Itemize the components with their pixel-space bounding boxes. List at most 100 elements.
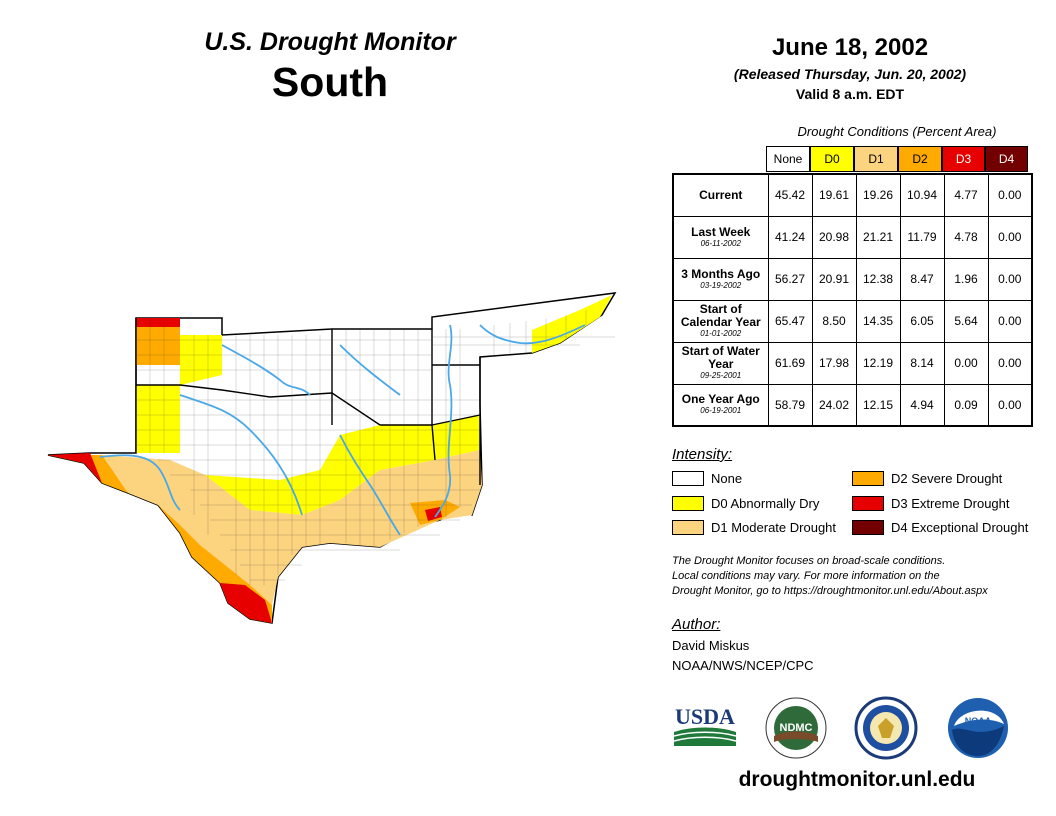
product-title: U.S. Drought Monitor (204, 28, 456, 56)
legend-label: D3 Extreme Drought (891, 496, 1010, 511)
col-header-d0: D0 (810, 146, 854, 172)
table-cell: 65.47 (767, 299, 813, 343)
table-cell: 12.15 (855, 383, 901, 427)
table-cell: 21.21 (855, 215, 901, 259)
legend-swatch (672, 520, 704, 535)
usda-logo: USDA (673, 704, 737, 746)
table-cell: 19.26 (855, 173, 901, 217)
table-row: Start of Water Year 09-25-2001 61.69 17.98 1… (672, 341, 1033, 385)
ndmc-logo: NDMC (765, 697, 827, 759)
row-label-date: 06-19-2001 (700, 406, 742, 416)
table-cell: 0.00 (987, 299, 1033, 343)
legend-label: None (711, 471, 743, 486)
drought-map (47, 292, 617, 624)
row-label-text: 3 Months Ago (681, 266, 761, 281)
table-cell: 0.00 (943, 341, 989, 385)
table-cell: 56.27 (767, 257, 813, 301)
row-label: Start of Water Year 09-25-2001 (672, 341, 769, 385)
table-cell: 61.69 (767, 341, 813, 385)
valid-time: Valid 8 a.m. EDT (795, 86, 905, 102)
d3-area-big-bend (48, 453, 102, 483)
noaa-logo-text: NOAA (965, 716, 992, 726)
table-cell: 0.00 (987, 173, 1033, 217)
table-cell: 19.61 (811, 173, 857, 217)
table-cell: 8.47 (899, 257, 945, 301)
table-row: One Year Ago 06-19-2001 58.79 24.02 12.15 4.9… (672, 383, 1033, 427)
date-block: June 18, 2002 (Released Thursday, Jun. 2… (690, 34, 1010, 102)
legend-swatch (852, 471, 884, 486)
row-label: 3 Months Ago 03-19-2002 (672, 257, 769, 301)
table-cell: 0.09 (943, 383, 989, 427)
region-title: South (271, 59, 389, 105)
table-cell: 14.35 (855, 299, 901, 343)
table-cell: 41.24 (767, 215, 813, 259)
legend-swatch (852, 496, 884, 511)
map-date: June 18, 2002 (771, 34, 929, 61)
table-cell: 10.94 (899, 173, 945, 217)
row-label-date: 01-01-2002 (700, 329, 742, 338)
state-boundaries (135, 318, 481, 485)
col-header-d1: D1 (854, 146, 898, 172)
table-cell: 4.78 (943, 215, 989, 259)
table-cell: 24.02 (811, 383, 857, 427)
table-row: Start of Calendar Year 01-01-2002 65.47 8.5… (672, 299, 1033, 343)
note-line[interactable]: Drought Monitor, go to https://droughtmo… (672, 585, 988, 597)
table-cell: 4.94 (899, 383, 945, 427)
legend-label: D1 Moderate Drought (711, 520, 837, 535)
table-cell: 8.14 (899, 341, 945, 385)
noaa-logo: NOAA (948, 698, 1008, 758)
legend-swatch (852, 520, 884, 535)
row-label-text: Last Week (691, 224, 751, 239)
table-cell: 6.05 (899, 299, 945, 343)
table-cell: 20.91 (811, 257, 857, 301)
legend-label: D2 Severe Drought (891, 471, 1003, 486)
footer-url[interactable]: droughtmonitor.unl.edu (738, 768, 976, 791)
rivers (99, 324, 586, 536)
author-org: NOAA/NWS/NCEP/CPC (672, 658, 814, 673)
table-cell: 11.79 (899, 215, 945, 259)
table-cell: 20.98 (811, 215, 857, 259)
usda-logo-text: USDA (675, 704, 735, 729)
row-label-date: 09-25-2001 (700, 371, 742, 380)
county-lines (136, 310, 615, 585)
table-cell: 0.00 (987, 257, 1033, 301)
row-label: Last Week 06-11-2002 (672, 215, 769, 259)
disclaimer-note: The Drought Monitor focuses on broad-sca… (672, 554, 1052, 599)
legend-item-none: None (672, 471, 742, 486)
d3-area-rio-grande (220, 583, 272, 623)
author-title: Author: (672, 616, 721, 633)
table-cell: 8.50 (811, 299, 857, 343)
author-name: David Miskus (672, 638, 750, 653)
col-header-d3: D3 (942, 146, 985, 172)
d3-area-la-delta (425, 507, 442, 521)
legend-item-d3: D3 Extreme Drought (852, 496, 1010, 511)
note-line: Local conditions may vary. For more info… (672, 570, 940, 582)
row-label-text: One Year Ago (681, 392, 760, 407)
table-cell: 0.00 (987, 383, 1033, 427)
table-row: Current 45.42 19.61 19.26 10.94 4.77 0.00 (672, 173, 1033, 217)
table-caption: Drought Conditions (Percent Area) (797, 124, 997, 139)
legend-item-d4: D4 Exceptional Drought (852, 520, 1028, 535)
release-date: (Released Thursday, Jun. 20, 2002) (733, 66, 967, 82)
row-label-text: Start of Water Year (681, 344, 760, 371)
legend-item-d0: D0 Abnormally Dry (672, 496, 819, 511)
row-label: One Year Ago 06-19-2001 (672, 383, 769, 427)
table-cell: 58.79 (767, 383, 813, 427)
row-label-date: 03-19-2002 (700, 280, 742, 290)
table-row: 3 Months Ago 03-19-2002 56.27 20.91 12.38 8.4… (672, 257, 1033, 301)
table-cell: 1.96 (943, 257, 989, 301)
table-cell: 12.38 (855, 257, 901, 301)
d0-area-tx-panhandle (136, 385, 180, 453)
note-line: The Drought Monitor focuses on broad-sca… (672, 555, 946, 567)
table-cell: 45.42 (767, 173, 813, 217)
legend-title: Intensity: (672, 446, 733, 463)
row-label: Start of Calendar Year 01-01-2002 (672, 299, 769, 343)
col-header-d4: D4 (985, 146, 1028, 172)
legend-label: D0 Abnormally Dry (711, 496, 820, 511)
d0-area-oklahoma-west (180, 335, 222, 385)
table-cell: 0.00 (987, 341, 1033, 385)
ndmc-logo-text: NDMC (780, 722, 813, 734)
title-block: U.S. Drought Monitor South (170, 28, 490, 106)
table-cell: 0.00 (987, 215, 1033, 259)
legend-item-d1: D1 Moderate Drought (672, 520, 836, 535)
